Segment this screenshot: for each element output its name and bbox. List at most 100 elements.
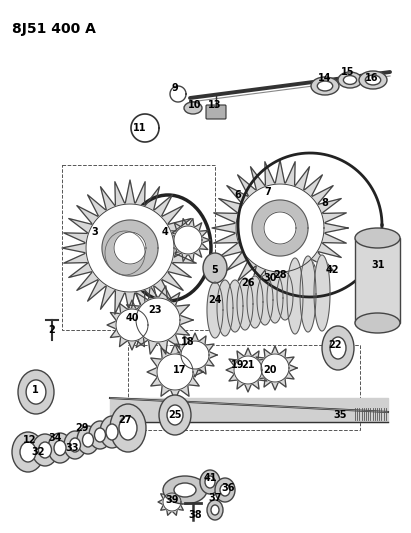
Ellipse shape xyxy=(159,395,191,435)
Text: 1: 1 xyxy=(32,385,38,395)
Polygon shape xyxy=(158,489,186,515)
Text: 36: 36 xyxy=(221,483,235,493)
Ellipse shape xyxy=(203,253,227,283)
Ellipse shape xyxy=(317,81,332,91)
Ellipse shape xyxy=(311,77,339,95)
Text: 16: 16 xyxy=(365,73,379,83)
Text: 28: 28 xyxy=(273,270,287,280)
Bar xyxy=(62,165,215,330)
Ellipse shape xyxy=(106,424,118,440)
Text: 17: 17 xyxy=(173,365,187,375)
Polygon shape xyxy=(287,258,303,334)
Polygon shape xyxy=(136,298,180,342)
Ellipse shape xyxy=(330,337,346,359)
Ellipse shape xyxy=(32,434,58,466)
Polygon shape xyxy=(247,276,263,328)
Polygon shape xyxy=(86,204,174,292)
Polygon shape xyxy=(163,493,181,511)
Text: 34: 34 xyxy=(48,433,62,443)
Text: 4: 4 xyxy=(162,227,169,237)
Polygon shape xyxy=(102,220,158,276)
Ellipse shape xyxy=(207,500,223,520)
Polygon shape xyxy=(174,226,202,254)
Text: 8: 8 xyxy=(321,198,328,208)
Text: 3: 3 xyxy=(92,227,98,237)
Ellipse shape xyxy=(200,470,220,494)
Text: 14: 14 xyxy=(318,73,332,83)
Polygon shape xyxy=(212,160,348,296)
Text: 27: 27 xyxy=(118,415,132,425)
Text: 18: 18 xyxy=(181,337,195,347)
Ellipse shape xyxy=(89,421,111,449)
Ellipse shape xyxy=(12,432,44,472)
Text: 19: 19 xyxy=(231,360,245,370)
Ellipse shape xyxy=(184,102,202,114)
Ellipse shape xyxy=(322,326,354,370)
Ellipse shape xyxy=(110,404,146,452)
Polygon shape xyxy=(114,232,146,264)
Text: 23: 23 xyxy=(148,305,162,315)
Polygon shape xyxy=(166,219,210,262)
Ellipse shape xyxy=(167,405,183,425)
Text: 32: 32 xyxy=(31,447,45,457)
Text: 33: 33 xyxy=(65,443,79,453)
Text: 22: 22 xyxy=(328,340,342,350)
FancyBboxPatch shape xyxy=(206,105,226,119)
Ellipse shape xyxy=(54,440,66,456)
Polygon shape xyxy=(257,275,273,325)
Polygon shape xyxy=(207,282,223,338)
Ellipse shape xyxy=(359,71,387,89)
Text: 10: 10 xyxy=(188,100,202,110)
Text: 42: 42 xyxy=(325,265,339,275)
Text: 37: 37 xyxy=(208,493,222,503)
Ellipse shape xyxy=(220,484,230,496)
Polygon shape xyxy=(123,286,193,354)
Text: 8J51 400 A: 8J51 400 A xyxy=(12,22,96,36)
Polygon shape xyxy=(173,333,217,377)
Ellipse shape xyxy=(163,476,207,504)
Polygon shape xyxy=(261,354,289,382)
Ellipse shape xyxy=(18,370,54,414)
Polygon shape xyxy=(157,354,193,390)
Ellipse shape xyxy=(365,75,381,85)
Text: 39: 39 xyxy=(165,495,179,505)
Polygon shape xyxy=(147,344,203,400)
Text: 13: 13 xyxy=(208,100,222,110)
Polygon shape xyxy=(237,278,253,330)
Text: 35: 35 xyxy=(333,410,347,420)
Polygon shape xyxy=(116,309,148,341)
Text: 31: 31 xyxy=(371,260,385,270)
Text: 26: 26 xyxy=(241,278,255,288)
Ellipse shape xyxy=(205,476,215,488)
Ellipse shape xyxy=(20,442,36,462)
Ellipse shape xyxy=(211,505,219,515)
Polygon shape xyxy=(227,280,243,332)
Ellipse shape xyxy=(48,433,72,463)
Text: 5: 5 xyxy=(212,265,218,275)
Text: 21: 21 xyxy=(241,360,255,370)
Ellipse shape xyxy=(355,228,400,248)
Ellipse shape xyxy=(77,426,99,454)
Polygon shape xyxy=(217,280,233,336)
Ellipse shape xyxy=(26,380,46,404)
Polygon shape xyxy=(236,184,324,272)
Ellipse shape xyxy=(344,76,357,84)
Polygon shape xyxy=(277,272,293,320)
Ellipse shape xyxy=(39,442,51,458)
Ellipse shape xyxy=(174,483,196,497)
Text: 30: 30 xyxy=(263,273,277,283)
Ellipse shape xyxy=(100,416,124,448)
Ellipse shape xyxy=(355,313,400,333)
Text: 20: 20 xyxy=(263,365,277,375)
Text: 38: 38 xyxy=(188,510,202,520)
Text: 40: 40 xyxy=(125,313,139,323)
Bar xyxy=(355,238,400,323)
Polygon shape xyxy=(267,273,283,323)
Text: 25: 25 xyxy=(168,410,182,420)
Ellipse shape xyxy=(338,72,362,88)
Text: 11: 11 xyxy=(133,123,147,133)
Text: 41: 41 xyxy=(203,473,217,483)
Ellipse shape xyxy=(119,416,137,440)
Polygon shape xyxy=(300,256,316,332)
Text: 15: 15 xyxy=(341,67,355,77)
